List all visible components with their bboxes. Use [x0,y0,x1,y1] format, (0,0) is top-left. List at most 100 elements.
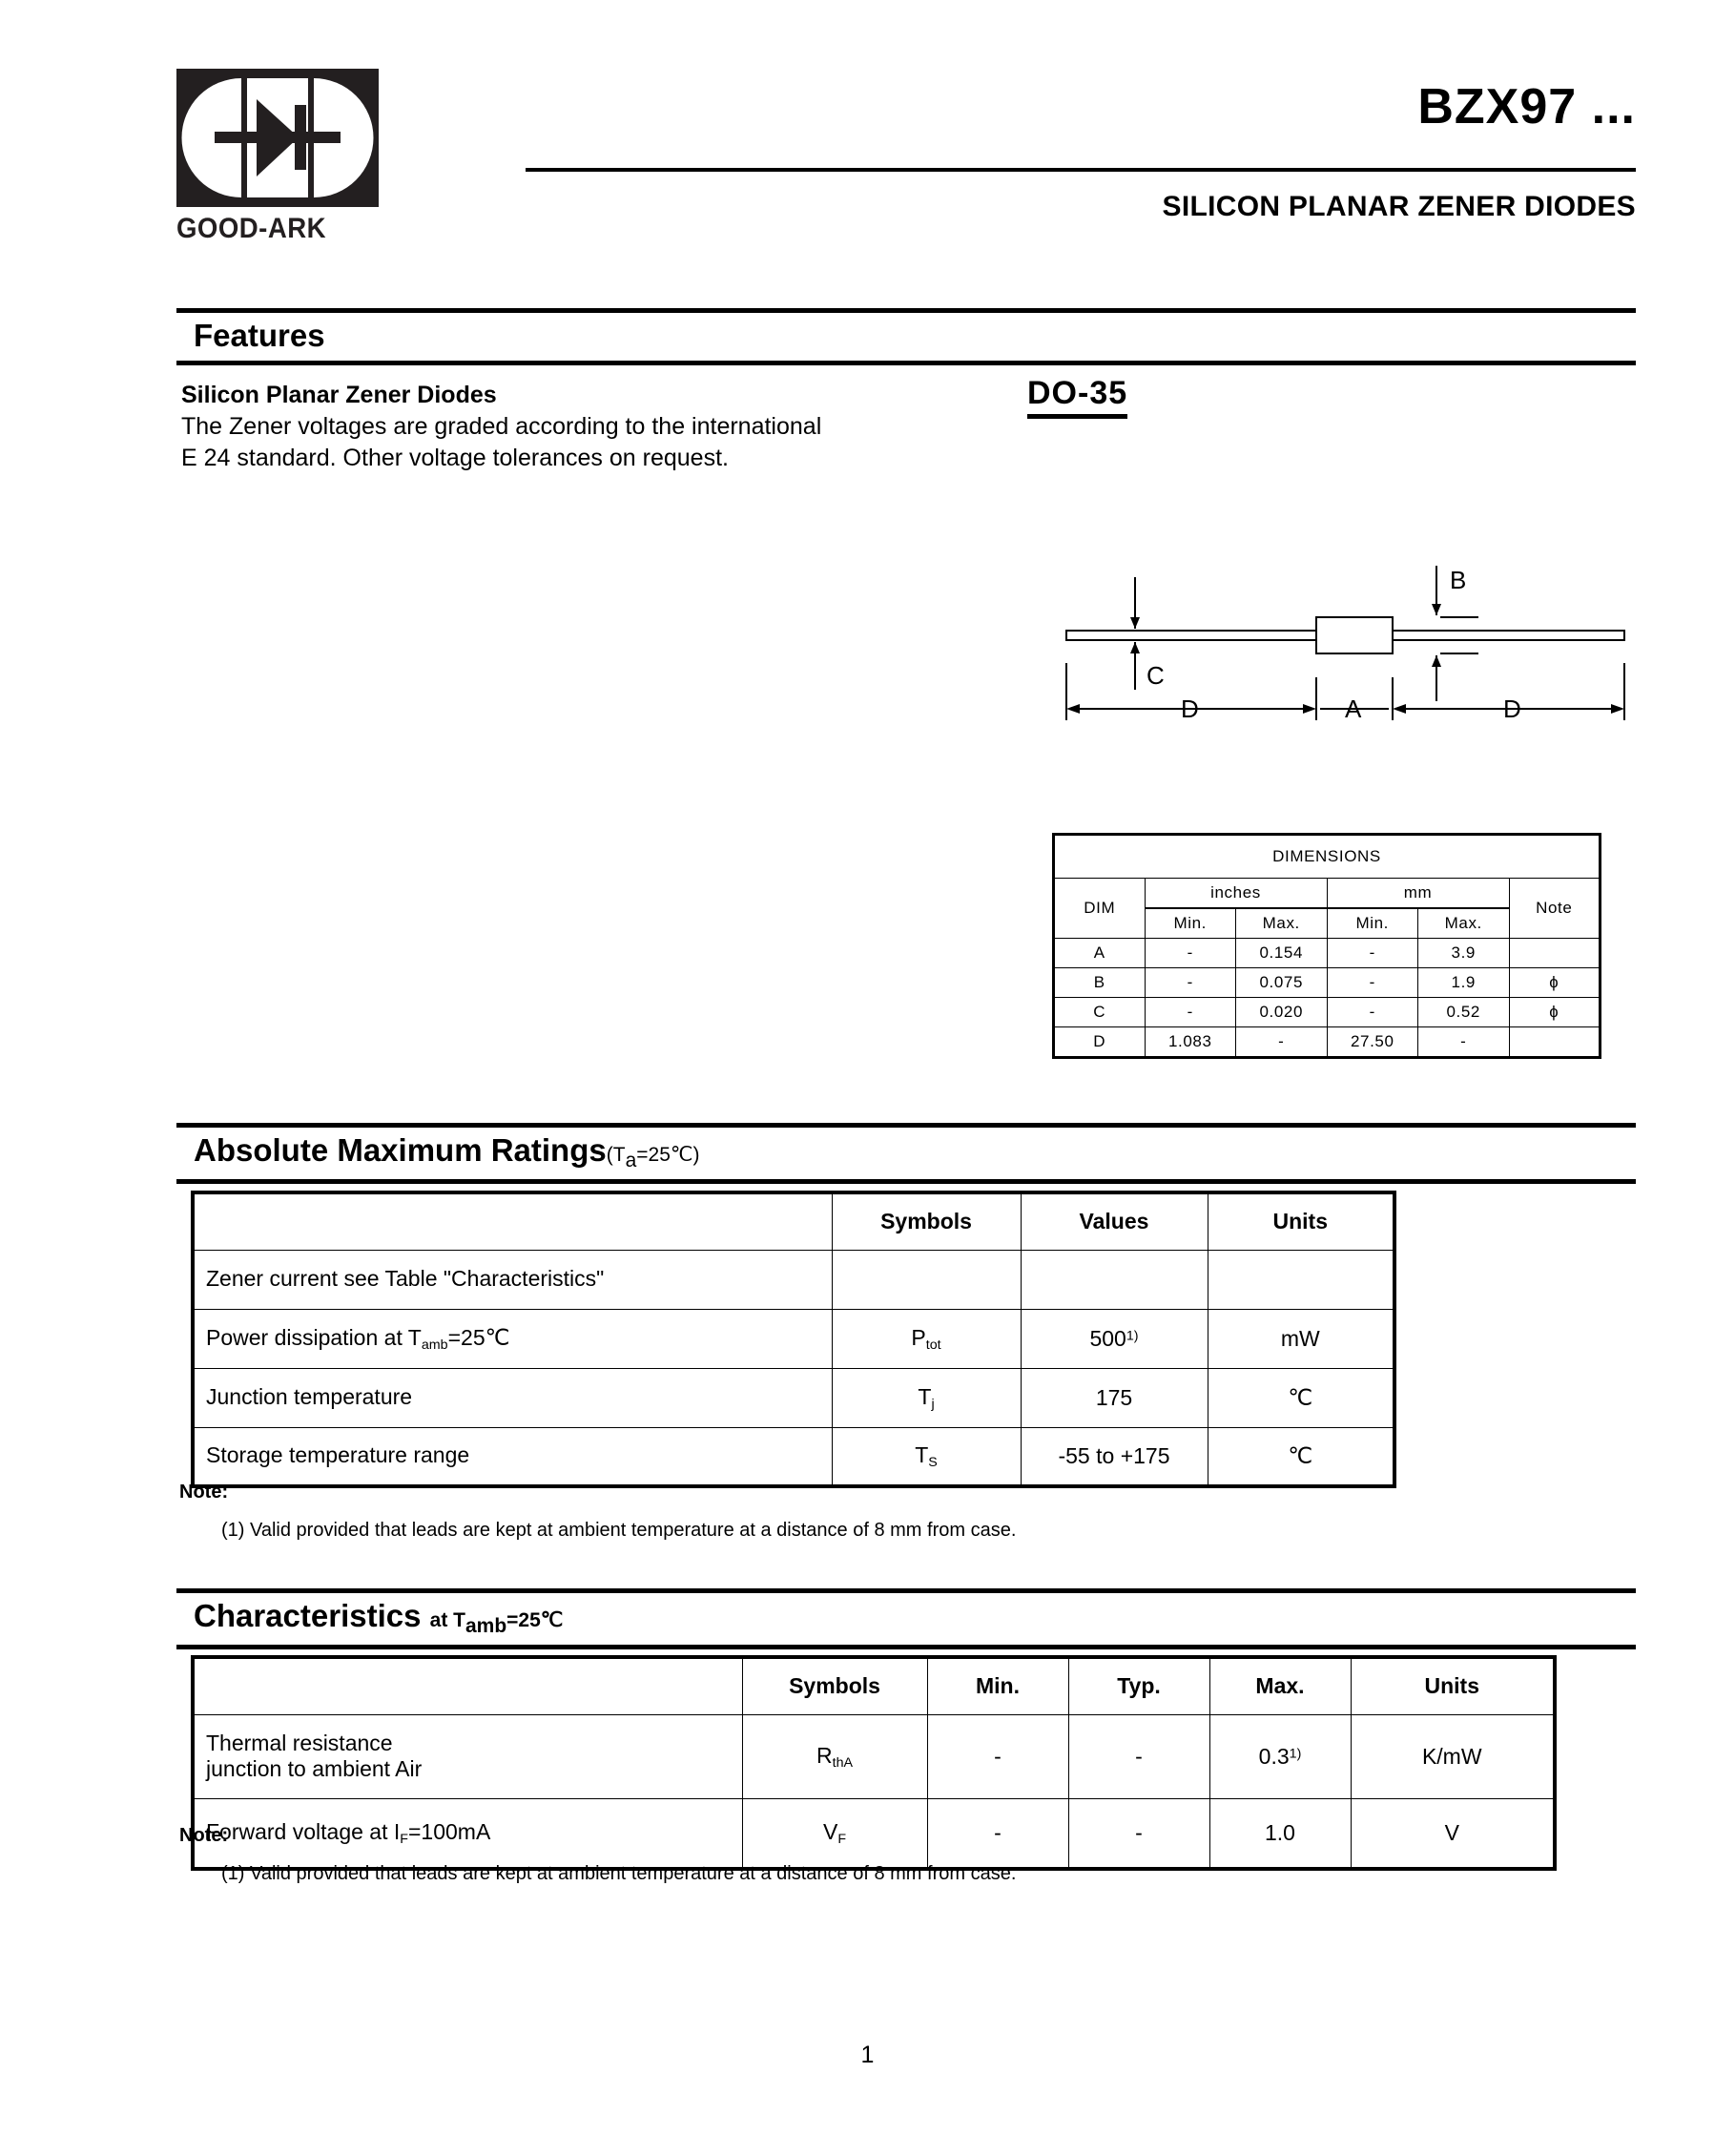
dimensions-row: A - 0.154 - 3.9 [1052,938,1601,968]
dimensions-cell-in-max: 0.075 [1235,967,1328,998]
ratings-header-units: Units [1207,1191,1396,1251]
ratings-value-footnote: 1) [1126,1328,1139,1344]
ratings-symbol-sub: tot [925,1337,941,1353]
characteristics-max-main: 1.0 [1265,1819,1295,1845]
dimensions-cell-dim: C [1052,997,1146,1027]
dimensions-cell-mm-max: 3.9 [1417,938,1510,968]
ratings-cell-units: ℃ [1207,1426,1396,1488]
characteristics-note-text: (1) Valid provided that leads are kept a… [221,1863,1017,1884]
part-number-title: BZX97 ... [1417,79,1636,135]
ratings-rule-top [176,1123,1636,1128]
characteristics-cell-units: K/mW [1350,1713,1557,1799]
ratings-title-cond-post: =25℃) [636,1144,700,1166]
dimensions-table-header-row-1: DIM inches mm Note [1052,878,1601,939]
dimensions-cell-in-max: 0.020 [1235,997,1328,1027]
ratings-title-cond-sub: a [625,1149,637,1171]
characteristics-rule-top [176,1588,1636,1593]
ratings-note-text: (1) Valid provided that leads are kept a… [221,1520,1017,1541]
dimensions-cell-in-min: - [1144,967,1236,998]
ratings-title-cond-pre: (T [606,1144,626,1166]
characteristics-symbol-sub: F [837,1831,847,1847]
ratings-cell-value [1020,1249,1208,1310]
characteristics-header-max: Max. [1208,1655,1352,1715]
characteristics-cell-description: Forward voltage at IF=100mA [191,1797,743,1871]
characteristics-cell-description: Thermal resistance junction to ambient A… [191,1713,743,1799]
characteristics-title: Characteristics at Tamb=25℃ [176,1593,1636,1645]
header-divider [526,168,1636,172]
ratings-cell-symbol: Tj [831,1367,1022,1428]
ratings-header-values: Values [1020,1191,1208,1251]
product-subtitle: SILICON PLANAR ZENER DIODES [1162,191,1636,222]
ratings-note-heading: Note: [179,1482,229,1503]
features-line-2: E 24 standard. Other voltage tolerances … [181,445,729,471]
dimensions-cell-dim: D [1052,1026,1146,1059]
svg-text:D: D [1181,694,1200,720]
dimensions-cell-in-max: - [1235,1026,1328,1059]
svg-text:C: C [1146,661,1166,690]
characteristics-row: Thermal resistance junction to ambient A… [191,1713,1557,1799]
ratings-desc-pre: Storage temperature range [206,1441,470,1467]
package-type-label: DO-35 [1027,375,1128,419]
characteristics-max-footnote: 1) [1289,1746,1302,1762]
dimensions-header-inches: inches [1144,878,1328,909]
dimensions-header-mm-min: Min. [1326,907,1418,939]
dimensions-header-inches-min: Min. [1144,907,1236,939]
characteristics-title-cond-pre: at T [429,1609,465,1631]
characteristics-row: Forward voltage at IF=100mA VF - - 1.0 V [191,1797,1557,1871]
dimensions-table-title-row: DIMENSIONS [1052,833,1601,879]
dimensions-cell-in-min: 1.083 [1144,1026,1236,1059]
characteristics-cell-typ: - [1067,1797,1210,1871]
features-rule-bottom [176,360,1636,365]
characteristics-cell-units: V [1350,1797,1557,1871]
dimensions-header-inches-max: Max. [1235,907,1328,939]
characteristics-desc-sub: F [400,1831,408,1847]
dimensions-cell-note: ɸ [1508,967,1601,998]
page-header: GOOD-ARK BZX97 ... SILICON PLANAR ZENER … [176,57,1636,248]
page-number: 1 [860,2042,875,2068]
svg-text:B: B [1450,566,1467,594]
svg-text:A: A [1345,694,1362,720]
characteristics-desc-line-1: Thermal resistance [206,1731,393,1755]
characteristics-cell-symbol: RthA [741,1713,928,1799]
ratings-value-main: 175 [1095,1384,1133,1410]
brand-name: GOOD-ARK [176,213,327,244]
characteristics-cell-min: - [926,1797,1069,1871]
package-outline-drawing: C B D A D [1011,529,1641,723]
characteristics-cell-symbol: VF [741,1797,928,1871]
dimensions-header-mm-max: Max. [1417,907,1510,939]
ratings-desc-pre: Power dissipation at T [206,1324,422,1350]
characteristics-title-text: Characteristics [194,1598,422,1633]
ratings-cell-description: Power dissipation at Tamb=25℃ [191,1308,833,1369]
dimensions-header-dim: DIM [1052,878,1146,939]
ratings-rule-bottom [176,1178,1636,1184]
characteristics-desc-line-2: junction to ambient Air [206,1756,423,1781]
dimensions-table: DIMENSIONS DIM inches mm Note Min. Max. … [1052,833,1601,1059]
dimensions-cell-in-max: 0.154 [1235,938,1328,968]
characteristics-rule-bottom [176,1644,1636,1649]
ratings-desc-pre: Zener current see Table "Characteristics… [206,1265,605,1291]
ratings-value-main: 500 [1089,1325,1126,1351]
svg-text:D: D [1503,694,1522,720]
ratings-cell-symbol: TS [831,1426,1022,1488]
ratings-desc-pre: Junction temperature [206,1383,413,1409]
characteristics-header-units: Units [1350,1655,1557,1715]
ratings-header-description [191,1191,833,1251]
dimensions-cell-mm-max: 0.52 [1417,997,1510,1027]
features-rule-top [176,308,1636,313]
dimensions-header-note: Note [1508,878,1601,939]
characteristics-header-min: Min. [926,1655,1069,1715]
characteristics-title-cond-sub: amb [465,1614,507,1637]
ratings-cell-units: ℃ [1207,1367,1396,1428]
characteristics-cell-max: 0.31) [1208,1713,1352,1799]
dimensions-cell-mm-min: - [1326,997,1418,1027]
dimensions-cell-dim: A [1052,938,1146,968]
brand-logo: GOOD-ARK [176,69,410,245]
dimensions-cell-dim: B [1052,967,1146,998]
dimensions-title-cell: DIMENSIONS [1052,833,1601,879]
dimensions-row: D 1.083 - 27.50 - [1052,1026,1601,1059]
characteristics-symbol-main: V [822,1818,838,1844]
ratings-row: Junction temperature Tj 175 ℃ [191,1367,1396,1428]
dimensions-cell-in-min: - [1144,997,1236,1027]
ratings-cell-description: Storage temperature range [191,1426,833,1488]
ratings-desc-post: =25℃ [447,1324,510,1350]
